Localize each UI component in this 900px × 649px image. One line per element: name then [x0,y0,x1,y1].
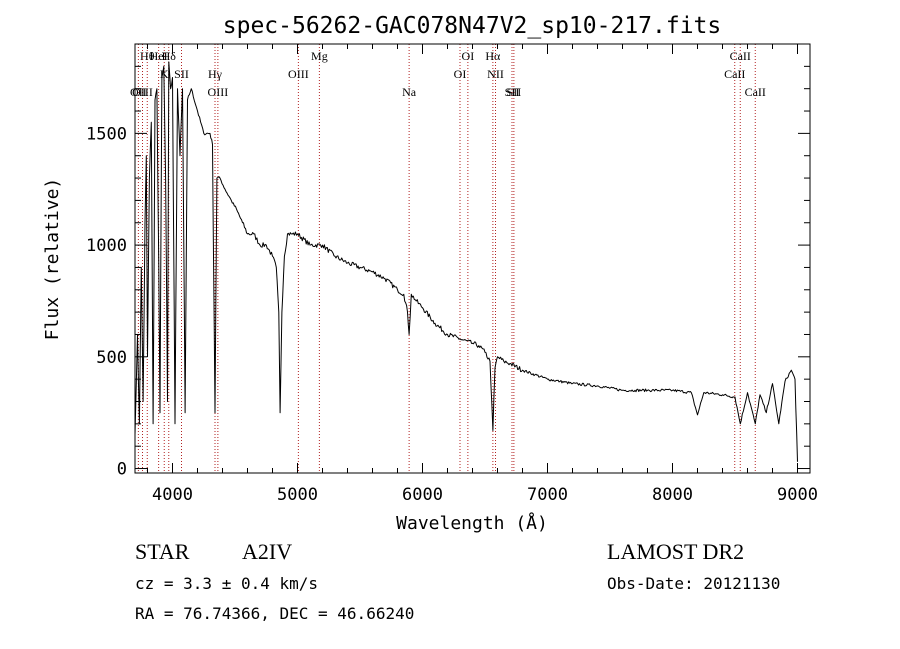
survey-name: LAMOST DR2 [607,539,745,564]
coordinates-readout: RA = 76.74366, DEC = 46.66240 [135,604,415,623]
line-marker-label: OIII [208,85,229,99]
line-marker-label: Hθ [140,49,155,63]
line-marker-label: SII [507,85,522,99]
star-class: STAR [135,539,190,564]
x-tick-label: 8000 [652,485,693,505]
line-marker-label: CaII [745,85,766,99]
line-markers: HθKOIIHeISIIOIIIHδHγOIIIMgOIIINaOIOISIIH… [130,44,766,473]
line-marker-label: Hδ [162,49,177,63]
line-marker-label: SII [174,67,189,81]
line-marker-label: OI [462,49,475,63]
y-tick-label: 500 [96,348,127,368]
plot-frame [134,43,811,474]
x-tick-label: 9000 [777,485,818,505]
star-subclass: A2IV [242,539,293,564]
line-marker-label: Na [402,85,417,99]
redshift-readout: cz = 3.3 ± 0.4 km/s [135,574,319,593]
x-axis-label: Wavelength (Å) [396,512,548,534]
spectrum-series [134,61,798,462]
line-marker-label: NII [487,67,504,81]
y-axis-label: Flux (relative) [42,178,63,341]
line-marker-label: SII [505,85,520,99]
line-marker-label: Hα [485,49,501,63]
x-tick-label: 4000 [152,485,193,505]
spectrum-line [134,61,798,462]
line-marker-label: Hγ [208,67,223,81]
x-tick-label: 7000 [527,485,568,505]
line-marker-label: OIII [288,67,309,81]
line-marker-label: HeI [150,49,168,63]
line-marker-label: CaII [724,67,745,81]
x-tick-label: 6000 [402,485,443,505]
y-tick-label: 1000 [86,236,127,256]
y-tick-label: 1500 [86,124,127,144]
line-marker-label: OI [454,67,467,81]
line-marker-label: Mg [311,49,328,63]
x-tick-label: 5000 [277,485,318,505]
line-marker-label: CaII [730,49,751,63]
axis-ticks: 4000 5000 6000 7000 8000 9000 0 500 1000 1500 [86,44,818,505]
y-tick-label: 0 [117,460,127,480]
observation-date: Obs-Date: 20121130 [607,574,781,593]
chart-title: spec-56262-GAC078N47V2_sp10-217.fits [223,13,722,39]
